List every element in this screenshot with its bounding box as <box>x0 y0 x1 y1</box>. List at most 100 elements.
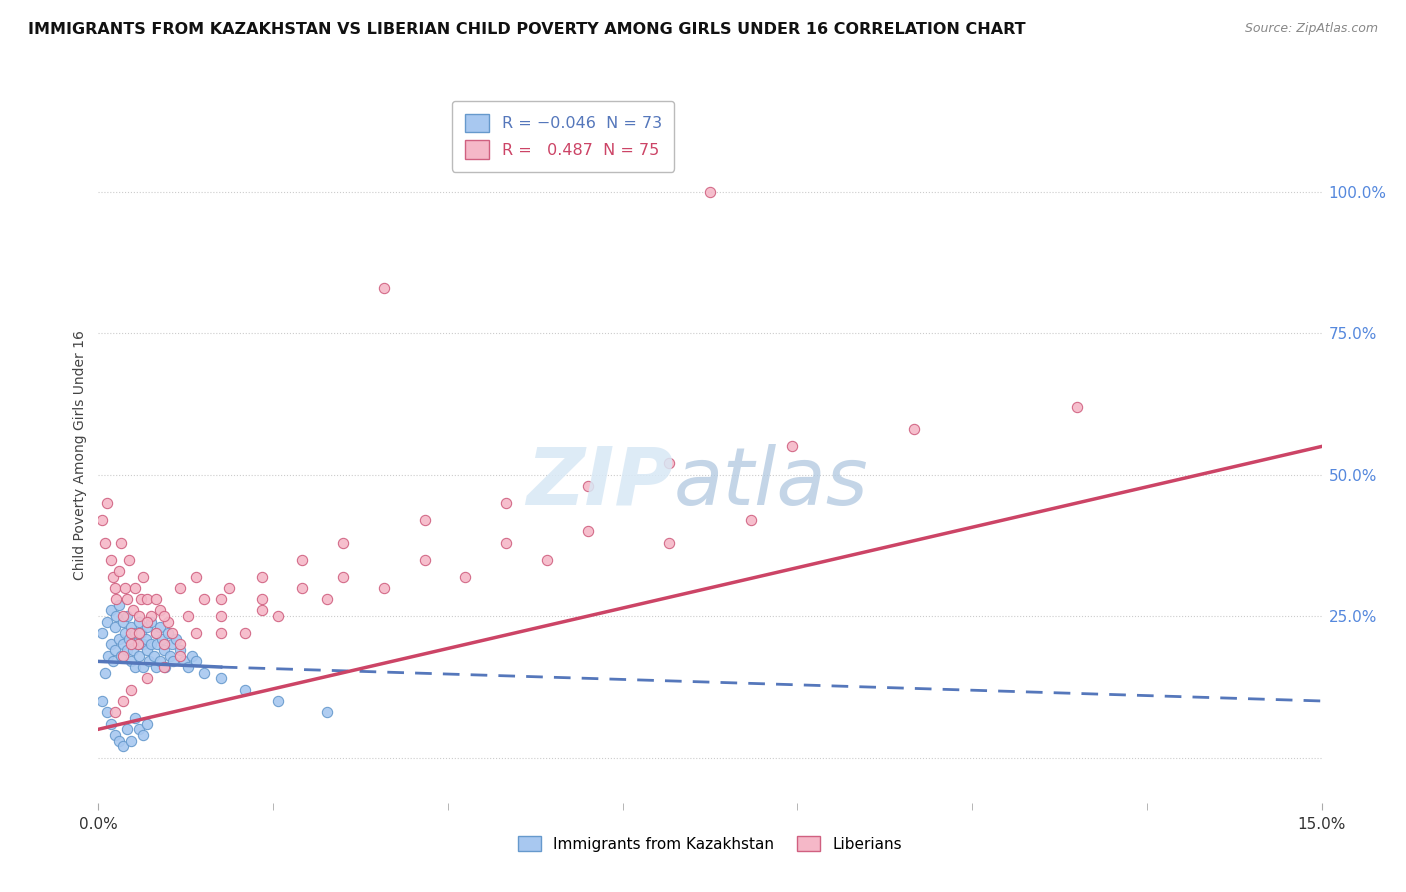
Point <box>91 626 114 640</box>
Point <box>159 648 181 663</box>
Point <box>150 632 173 646</box>
Point <box>128 615 150 629</box>
Point <box>136 620 159 634</box>
Point <box>128 609 150 624</box>
Point <box>121 643 143 657</box>
Point <box>209 671 232 685</box>
Point <box>120 682 142 697</box>
Point <box>132 660 155 674</box>
Point <box>156 615 179 629</box>
Text: IMMIGRANTS FROM KAZAKHSTAN VS LIBERIAN CHILD POVERTY AMONG GIRLS UNDER 16 CORREL: IMMIGRANTS FROM KAZAKHSTAN VS LIBERIAN C… <box>28 22 1026 37</box>
Point <box>177 609 200 624</box>
Point <box>104 706 127 720</box>
Point <box>124 711 146 725</box>
Point <box>186 569 208 583</box>
Point <box>101 654 124 668</box>
Point <box>118 632 141 646</box>
Point <box>115 609 138 624</box>
Point <box>209 626 232 640</box>
Point <box>903 422 925 436</box>
Point <box>145 626 167 640</box>
Point <box>250 592 273 607</box>
Text: ZIP: ZIP <box>526 443 673 522</box>
Point <box>96 615 118 629</box>
Point <box>135 632 157 646</box>
Point <box>110 648 132 663</box>
Point <box>699 185 721 199</box>
Text: atlas: atlas <box>673 443 868 522</box>
Point <box>128 723 150 737</box>
Point <box>124 660 146 674</box>
Point <box>97 648 120 663</box>
Point <box>108 632 131 646</box>
Point <box>120 654 142 668</box>
Point <box>100 603 122 617</box>
Point <box>101 569 124 583</box>
Point <box>105 609 128 624</box>
Point <box>100 716 122 731</box>
Point <box>100 637 122 651</box>
Point <box>146 637 169 651</box>
Point <box>129 592 152 607</box>
Point <box>127 637 149 651</box>
Point <box>114 626 136 640</box>
Point <box>120 733 142 747</box>
Point <box>145 660 167 674</box>
Point <box>218 581 240 595</box>
Point <box>100 552 122 566</box>
Point <box>160 637 183 651</box>
Point <box>142 648 165 663</box>
Point <box>94 665 117 680</box>
Point <box>111 609 134 624</box>
Point <box>128 648 150 663</box>
Point <box>149 654 172 668</box>
Point <box>145 626 167 640</box>
Point <box>104 581 127 595</box>
Point <box>152 637 174 651</box>
Point <box>120 637 142 651</box>
Point <box>1066 400 1088 414</box>
Point <box>149 620 172 634</box>
Legend: Immigrants from Kazakhstan, Liberians: Immigrants from Kazakhstan, Liberians <box>512 830 908 858</box>
Point <box>108 733 131 747</box>
Point <box>132 637 155 651</box>
Point <box>136 643 159 657</box>
Point <box>315 592 337 607</box>
Point <box>108 598 131 612</box>
Point <box>104 620 127 634</box>
Point <box>169 637 191 651</box>
Point <box>169 648 191 663</box>
Point <box>169 643 191 657</box>
Point <box>141 609 163 624</box>
Point <box>177 660 200 674</box>
Point <box>114 581 136 595</box>
Point <box>267 609 290 624</box>
Point <box>118 552 141 566</box>
Point <box>267 694 290 708</box>
Point <box>193 665 215 680</box>
Point <box>658 457 681 471</box>
Point <box>141 637 163 651</box>
Point <box>413 513 436 527</box>
Point <box>129 626 152 640</box>
Point <box>658 535 681 549</box>
Point <box>152 609 174 624</box>
Point <box>209 609 232 624</box>
Point <box>332 569 354 583</box>
Point <box>160 626 183 640</box>
Point <box>91 513 114 527</box>
Point <box>373 581 395 595</box>
Point <box>138 654 160 668</box>
Point <box>136 671 159 685</box>
Point <box>145 592 167 607</box>
Point <box>780 439 803 453</box>
Point <box>209 592 232 607</box>
Point <box>127 637 149 651</box>
Point <box>124 581 146 595</box>
Point <box>132 569 155 583</box>
Point <box>121 603 143 617</box>
Point <box>105 592 128 607</box>
Y-axis label: Child Poverty Among Girls Under 16: Child Poverty Among Girls Under 16 <box>73 330 87 580</box>
Point <box>136 615 159 629</box>
Point <box>111 615 134 629</box>
